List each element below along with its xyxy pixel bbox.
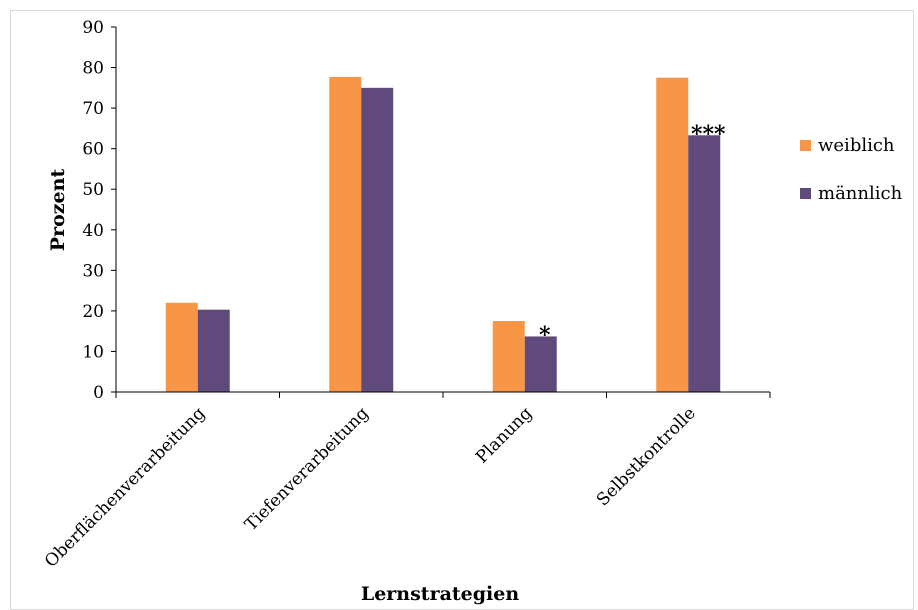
significance-marker: *** <box>691 121 726 147</box>
significance-marker: * <box>539 322 551 348</box>
y-tick-label: 30 <box>82 261 104 281</box>
x-axis-title: Lernstrategien <box>361 583 520 605</box>
chart-frame <box>10 10 914 610</box>
x-tick-label: Oberflächenverarbeitung <box>41 403 209 571</box>
y-tick-label: 50 <box>82 180 104 200</box>
x-axis-ticks: Oberflächenverarbeitung Tiefenverarbeitun… <box>41 392 771 572</box>
y-tick-label: 60 <box>82 140 104 160</box>
y-tick-label: 80 <box>82 59 104 79</box>
x-tick-label: Planung <box>472 403 536 467</box>
legend-label: weiblich <box>818 135 895 156</box>
legend-label: männlich <box>818 183 903 204</box>
bar-weiblich-Selbstkontrolle <box>656 77 689 392</box>
x-tick-label: Tiefenverarbeitung <box>241 403 373 535</box>
bar-männlich-Tiefenverarbeitung <box>361 87 394 392</box>
legend: weiblich männlich <box>800 135 903 204</box>
legend-swatch <box>800 188 811 199</box>
legend-swatch <box>800 140 811 151</box>
x-tick-label: Selbstkontrolle <box>593 403 700 510</box>
bar-männlich-Oberflächenverarbeitung <box>197 309 230 392</box>
y-axis-ticks: 0 10 20 30 40 50 60 70 80 90 <box>82 18 116 403</box>
y-tick-label: 70 <box>82 99 104 119</box>
bar-weiblich-Planung <box>492 321 525 392</box>
y-axis-title: Prozent <box>47 169 69 252</box>
bar-männlich-Selbstkontrolle <box>688 135 721 393</box>
y-tick-label: 20 <box>82 302 104 322</box>
bars <box>165 76 721 393</box>
significance-annotations: **** <box>539 121 726 348</box>
y-tick-label: 10 <box>82 342 104 362</box>
bar-weiblich-Oberflächenverarbeitung <box>165 302 198 392</box>
y-tick-label: 90 <box>82 18 104 38</box>
y-tick-label: 0 <box>93 383 104 403</box>
y-tick-label: 40 <box>82 221 104 241</box>
bar-weiblich-Tiefenverarbeitung <box>329 76 362 392</box>
bar-männlich-Planung <box>524 336 557 392</box>
